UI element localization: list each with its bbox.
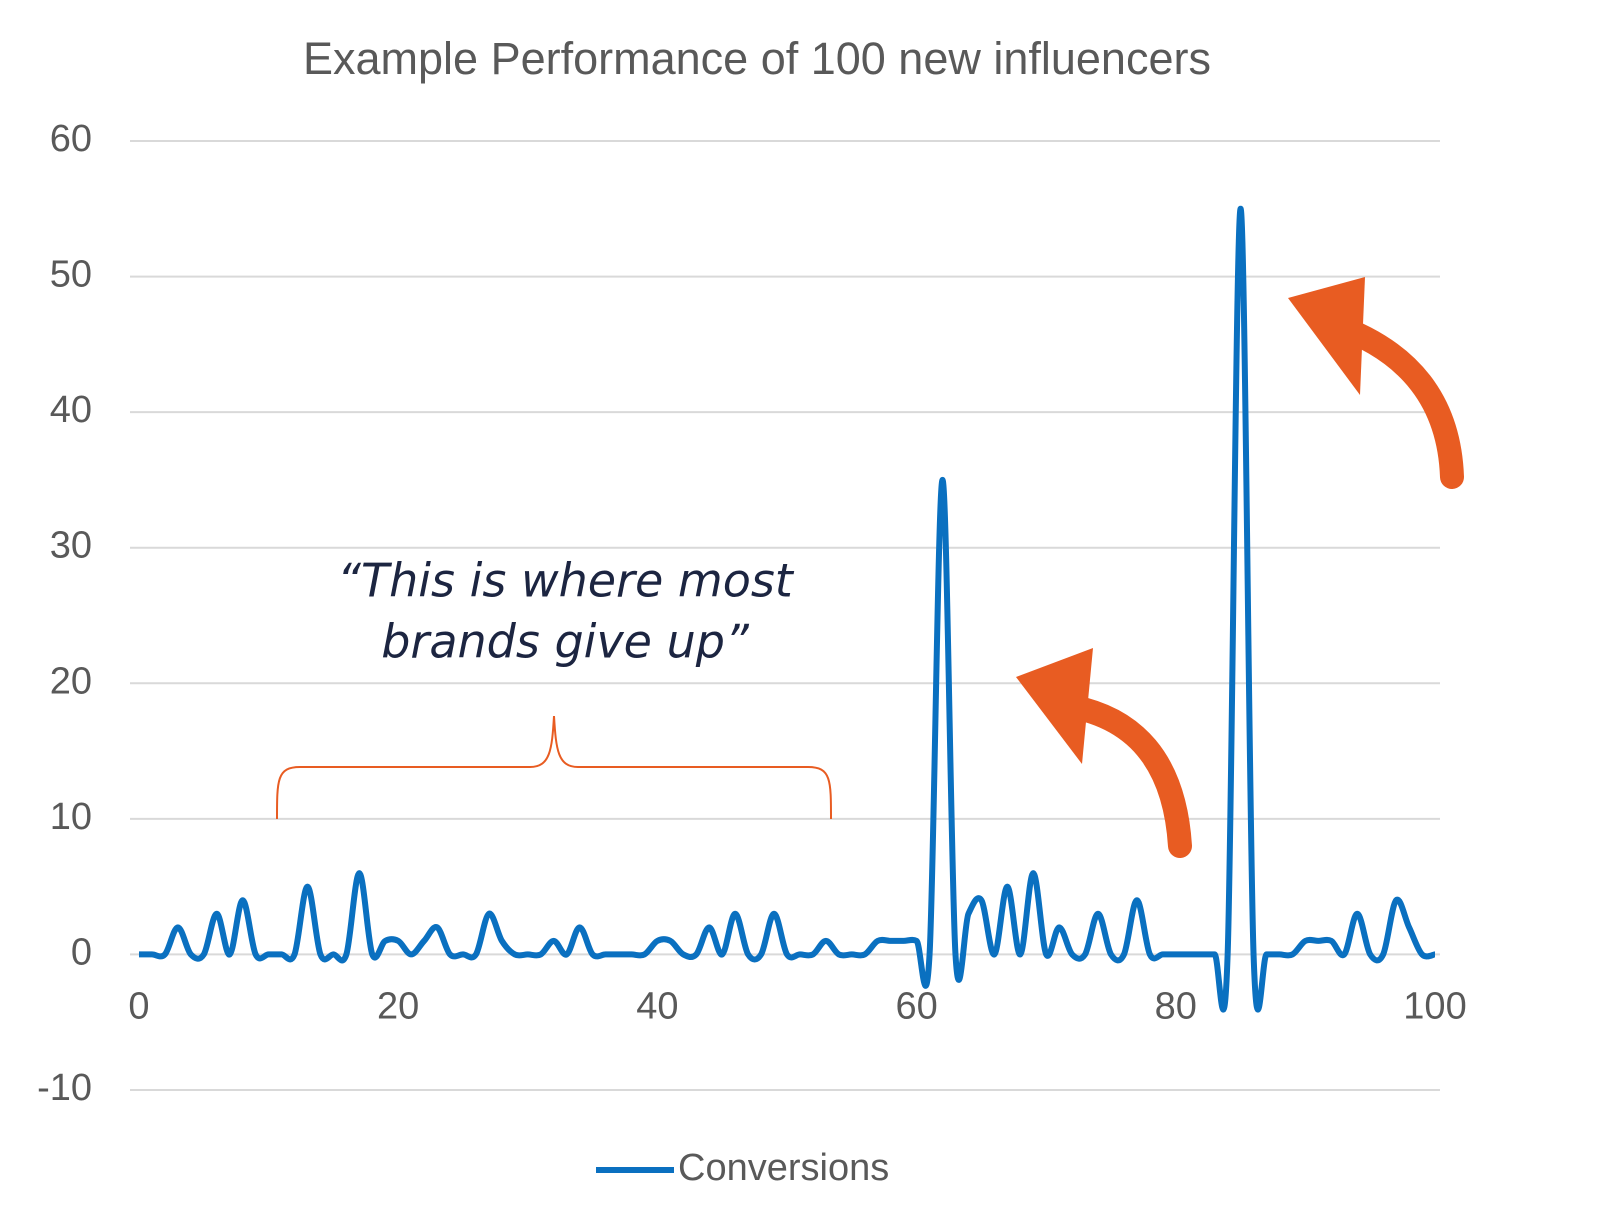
x-tick-label: 60: [895, 985, 937, 1027]
y-tick-label: 40: [50, 389, 92, 431]
chart-title: Example Performance of 100 new influence…: [303, 33, 1211, 84]
data-line: [138, 205, 1436, 1013]
y-tick-label: 0: [71, 931, 92, 973]
arrow: [1050, 693, 1192, 858]
y-tick-label: 50: [50, 254, 92, 296]
x-tick-label: 40: [636, 985, 678, 1027]
legend-label: Conversions: [678, 1147, 889, 1189]
x-tick-label: 20: [377, 985, 419, 1027]
y-tick-label: 30: [50, 525, 92, 567]
x-tick-label: 80: [1155, 985, 1197, 1027]
y-tick-label: 20: [50, 660, 92, 702]
brace: [276, 715, 832, 820]
annotation: “This is where most: [337, 554, 795, 608]
annotation: brands give up”: [381, 615, 750, 669]
legend: Conversions: [596, 1147, 889, 1189]
y-tick-label: 10: [50, 796, 92, 838]
x-tick-label: 0: [128, 985, 149, 1027]
y-tick-label: -10: [37, 1067, 92, 1109]
x-tick-label: 100: [1403, 985, 1466, 1027]
arrow-head: [1016, 648, 1093, 764]
ticks: -10 0 10 20 30 40 50 60 0 20 40 60 80 100: [37, 118, 1467, 1109]
plot: [138, 205, 1436, 1013]
y-tick-label: 60: [50, 118, 92, 160]
arrow-head: [1288, 277, 1365, 395]
